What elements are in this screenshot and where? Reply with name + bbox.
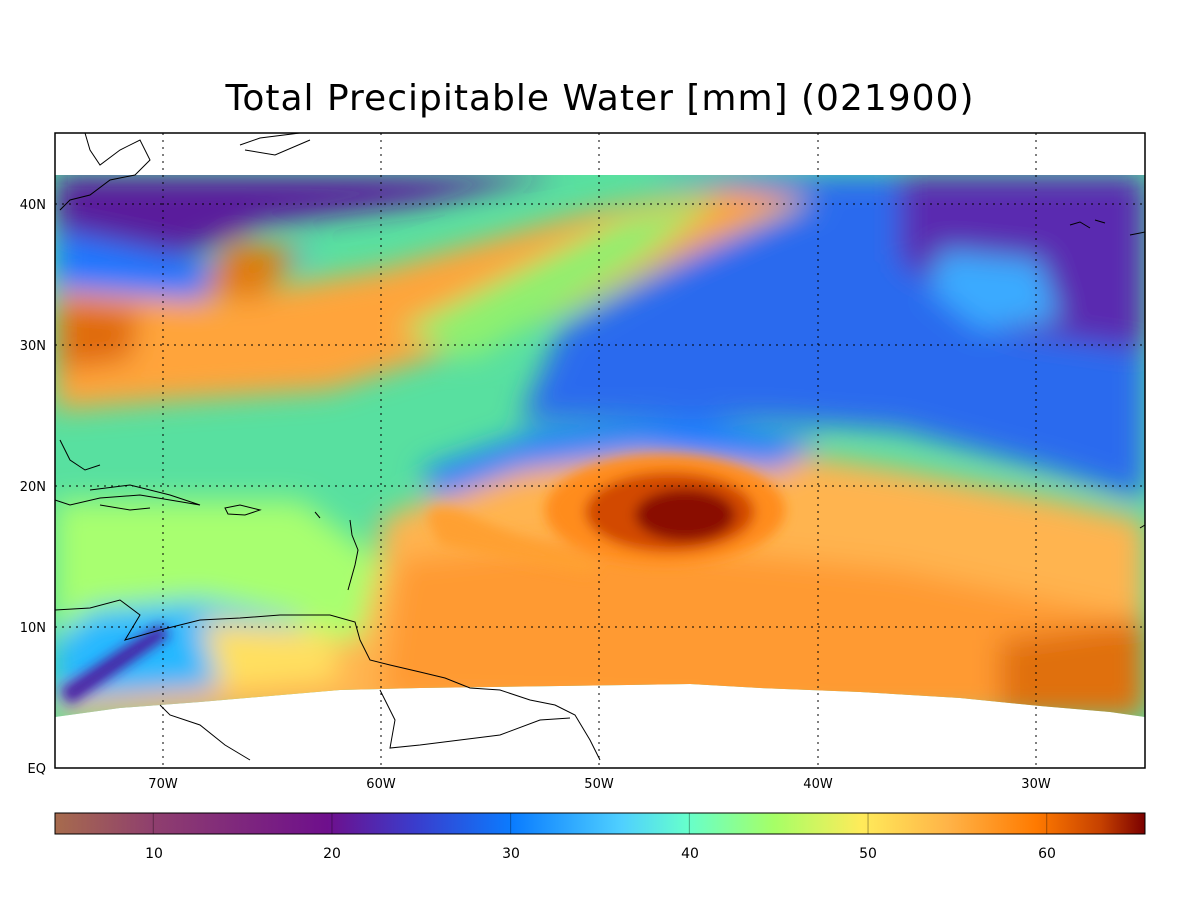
lon-label-40w: 40W bbox=[803, 777, 833, 792]
colorbar: 10 20 30 40 50 60 bbox=[54, 812, 1146, 862]
lon-label-60w: 60W bbox=[366, 777, 396, 792]
colorbar-label-50: 50 bbox=[859, 846, 877, 862]
map-frame bbox=[54, 132, 1146, 769]
lat-label-20n: 20N bbox=[20, 480, 46, 495]
lat-label-30n: 30N bbox=[20, 339, 46, 354]
latitude-labels: 40N 30N 20N 10N EQ bbox=[20, 198, 46, 777]
colorbar-ramp bbox=[54, 812, 1146, 835]
colorbar-label-10: 10 bbox=[145, 846, 163, 862]
lat-lon-grid bbox=[55, 133, 1145, 768]
coastlines bbox=[54, 132, 1146, 761]
colorbar-label-40: 40 bbox=[681, 846, 699, 862]
colorbar-label-30: 30 bbox=[502, 846, 520, 862]
lat-label-40n: 40N bbox=[20, 198, 46, 213]
lat-label-10n: 10N bbox=[20, 621, 46, 636]
longitude-labels: 70W 60W 50W 40W 30W bbox=[148, 777, 1051, 792]
colorbar-label-60: 60 bbox=[1038, 846, 1056, 862]
colorbar-labels: 10 20 30 40 50 60 bbox=[145, 846, 1056, 862]
chart-title: Total Precipitable Water [mm] (021900) bbox=[225, 78, 975, 119]
colorbar-tick-marks bbox=[152, 813, 1048, 834]
lat-label-eq: EQ bbox=[28, 762, 46, 777]
lon-label-50w: 50W bbox=[584, 777, 614, 792]
lon-label-30w: 30W bbox=[1021, 777, 1051, 792]
pw-field bbox=[55, 175, 1145, 717]
colorbar-label-20: 20 bbox=[323, 846, 341, 862]
lon-label-70w: 70W bbox=[148, 777, 178, 792]
